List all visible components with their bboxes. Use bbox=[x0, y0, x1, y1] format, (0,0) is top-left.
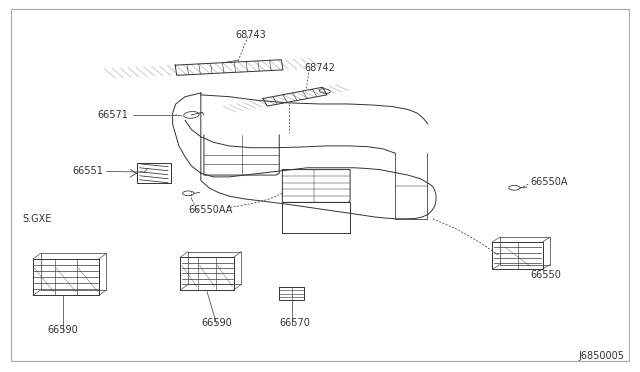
Text: 66571: 66571 bbox=[98, 110, 129, 120]
Text: 68743: 68743 bbox=[236, 30, 266, 40]
Text: 66590: 66590 bbox=[47, 325, 78, 335]
Text: 66550: 66550 bbox=[530, 270, 561, 280]
Text: 68742: 68742 bbox=[305, 62, 335, 73]
Text: 66590: 66590 bbox=[201, 318, 232, 328]
Text: 66570: 66570 bbox=[280, 318, 310, 328]
Text: 66550A: 66550A bbox=[530, 177, 568, 187]
Text: 66551: 66551 bbox=[73, 166, 104, 176]
Text: 66550AA: 66550AA bbox=[188, 205, 232, 215]
Text: J6850005: J6850005 bbox=[578, 350, 624, 360]
Text: S.GXE: S.GXE bbox=[22, 214, 51, 224]
